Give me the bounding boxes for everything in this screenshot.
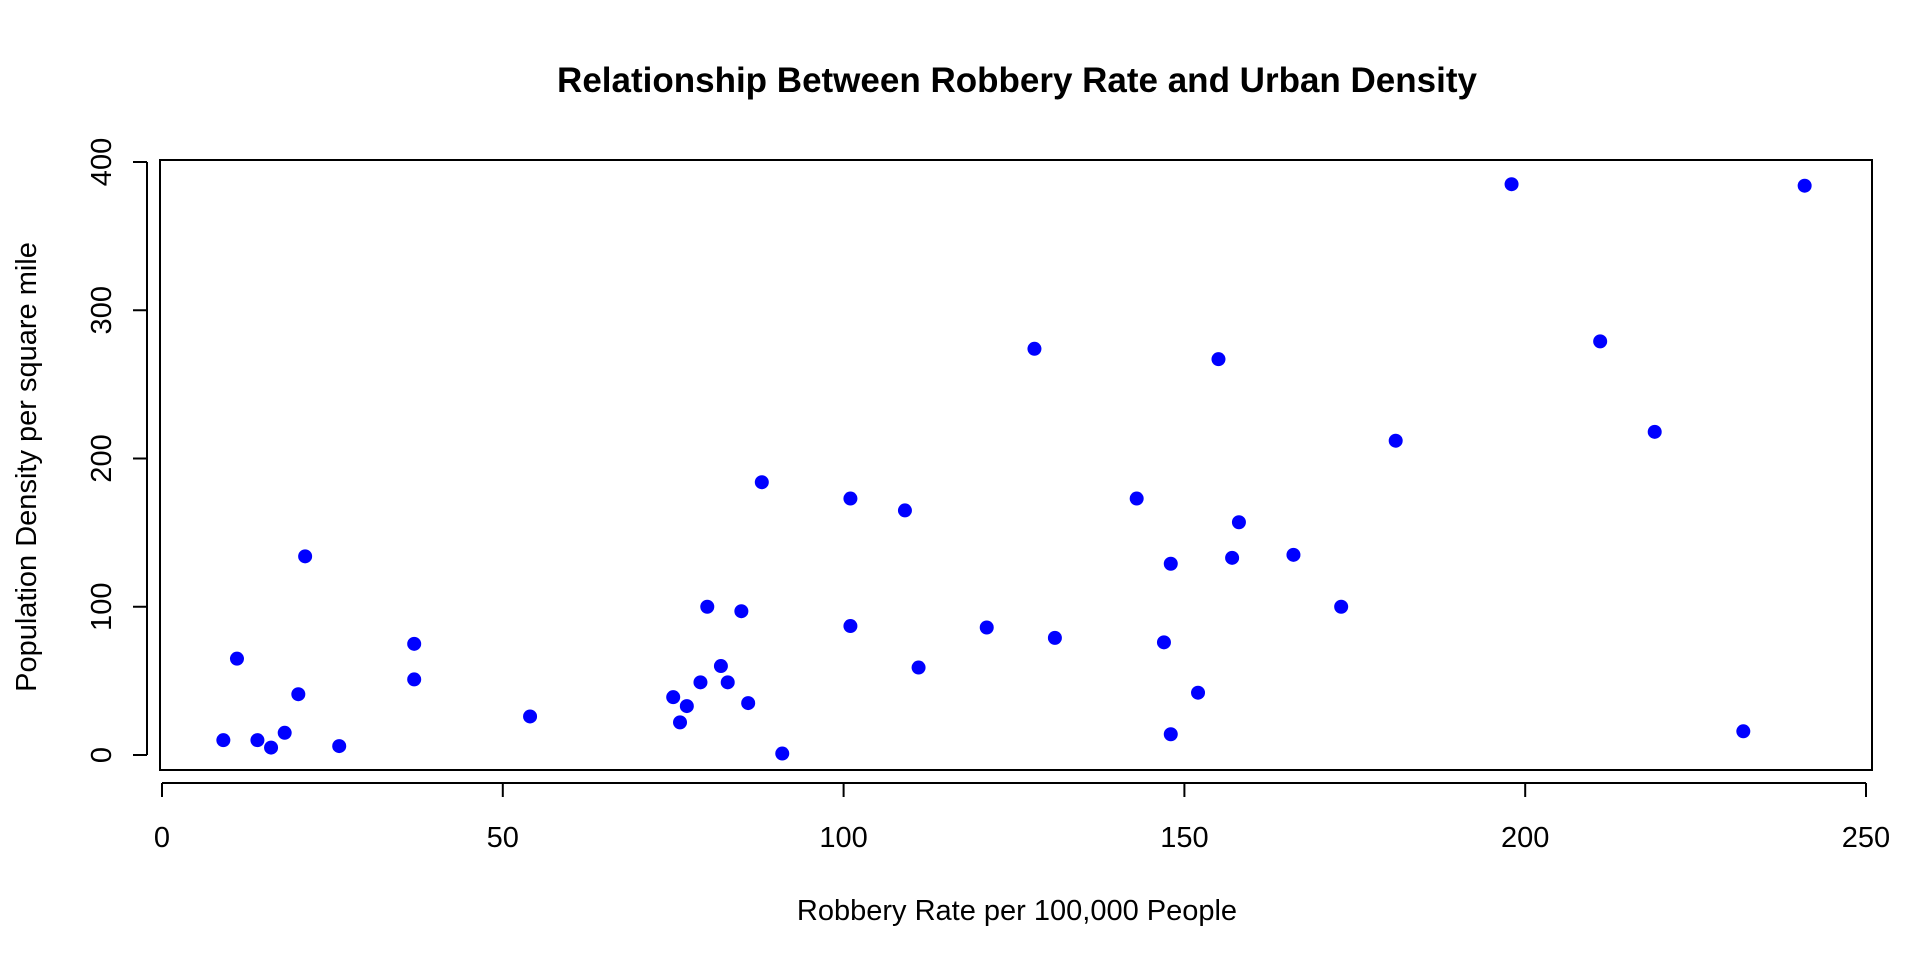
data-point — [523, 709, 538, 724]
data-point — [264, 740, 279, 755]
data-point — [979, 620, 994, 635]
data-point — [407, 636, 422, 651]
x-tick-label: 0 — [154, 822, 170, 854]
data-point — [1797, 178, 1812, 193]
y-tick-label: 400 — [86, 138, 118, 186]
x-tick-label: 250 — [1842, 822, 1890, 854]
data-point — [1231, 515, 1246, 530]
y-tick-label: 0 — [86, 747, 118, 763]
data-point — [1647, 424, 1662, 439]
data-point — [1191, 685, 1206, 700]
data-points — [216, 177, 1812, 761]
data-point — [1504, 177, 1519, 192]
data-point — [713, 659, 728, 674]
data-point — [843, 619, 858, 634]
x-tick-label: 50 — [487, 822, 519, 854]
data-point — [1334, 599, 1349, 614]
data-point — [250, 733, 265, 748]
data-point — [1156, 635, 1171, 650]
data-point — [291, 687, 306, 702]
data-point — [229, 651, 244, 666]
data-point — [741, 696, 756, 711]
data-point — [1129, 491, 1144, 506]
data-point — [1027, 341, 1042, 356]
y-tick-label: 200 — [86, 434, 118, 482]
data-point — [277, 725, 292, 740]
y-tick-label: 100 — [86, 583, 118, 631]
data-point — [897, 503, 912, 518]
data-point — [693, 675, 708, 690]
data-point — [1047, 630, 1062, 645]
data-point — [666, 690, 681, 705]
data-point — [216, 733, 231, 748]
y-tick-label: 300 — [86, 286, 118, 334]
data-point — [298, 549, 313, 564]
data-point — [775, 746, 790, 761]
x-tick-label: 200 — [1501, 822, 1549, 854]
data-point — [679, 699, 694, 714]
x-tick-label: 150 — [1160, 822, 1208, 854]
data-point — [1163, 556, 1178, 571]
data-point — [1286, 547, 1301, 562]
data-point — [754, 475, 769, 490]
data-point — [1388, 433, 1403, 448]
y-axis-label: Population Density per square mile — [11, 242, 43, 692]
x-tick-label: 100 — [819, 822, 867, 854]
data-point — [720, 675, 735, 690]
data-point — [407, 672, 422, 687]
plot-frame — [159, 159, 1873, 771]
x-axis: 0 50 100 150 200 250 — [154, 782, 1890, 854]
data-point — [734, 604, 749, 619]
data-point — [1163, 727, 1178, 742]
chart-title: Relationship Between Robbery Rate and Ur… — [557, 61, 1477, 100]
y-axis: 0 100 200 300 400 — [86, 138, 148, 763]
data-point — [1736, 724, 1751, 739]
data-point — [1211, 352, 1226, 367]
data-point — [843, 491, 858, 506]
data-point — [332, 739, 347, 754]
data-point — [673, 715, 688, 730]
data-point — [700, 599, 715, 614]
data-point — [1225, 550, 1240, 565]
data-point — [1593, 334, 1608, 349]
data-point — [911, 660, 926, 675]
x-axis-label: Robbery Rate per 100,000 People — [797, 895, 1237, 927]
